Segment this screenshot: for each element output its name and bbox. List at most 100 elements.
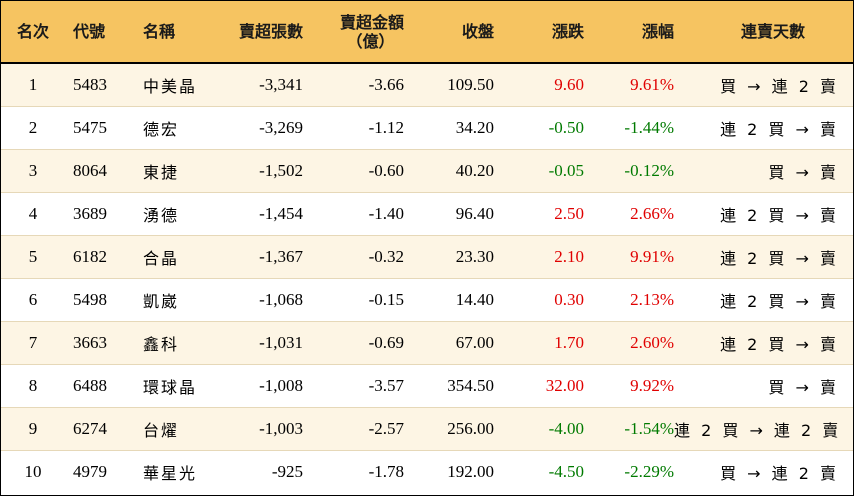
net-sell-amount-cell: -0.69 [303,320,404,364]
header-net-sell-amount-label: 賣超金額 [339,12,404,32]
name-cell: 華星光 [135,449,217,493]
table-row: 10 4979 華星光 -925 -1.78 192.00 -4.50 -2.29% 買 → 連… [1,449,853,493]
header-row: 名次 代號 名稱 賣超張數 賣超金額 （億） 收盤 漲跌 漲幅 連賣天數 [1,1,853,64]
change-pct-cell: -2.29% [584,449,674,493]
close-cell: 67.00 [404,320,494,364]
header-consecutive: 連賣天數 [674,1,853,64]
consecutive-days-cell: 連 2 買 → 賣 [674,234,853,278]
change-pct-cell: 9.91% [584,234,674,278]
change-cell: 2.50 [494,191,584,235]
rank-cell: 2 [1,105,65,149]
name-cell: 合晶 [135,234,217,278]
name-cell: 中美晶 [143,76,198,96]
net-sell-amount-cell: -1.40 [303,191,404,235]
change-cell: 2.10 [494,234,584,278]
header-net-sell-shares: 賣超張數 [217,1,303,64]
code-cell: 8064 [65,148,135,192]
code-cell: 5475 [65,105,135,149]
change-pct-cell: -1.44% [584,105,674,149]
change-pct-cell: 2.13% [584,277,674,321]
name-cell: 德宏 [135,105,217,149]
name-cell: 凱崴 [135,277,217,321]
change-cell: 1.70 [494,320,584,364]
change-cell: 32.00 [494,363,584,407]
code-cell: 6182 [65,234,135,278]
close-cell: 256.00 [404,406,494,450]
change-pct-cell: -0.12% [584,148,674,192]
consecutive-days-cell: 連 2 買 → 賣 [674,277,853,321]
rank-cell: 8 [1,363,65,407]
header-change-pct: 漲幅 [584,1,674,64]
net-sell-shares-cell: -1,008 [217,363,303,407]
header-net-sell-amount: 賣超金額 （億） [303,1,404,64]
change-cell: -4.50 [494,449,584,493]
net-sell-amount-cell: -3.57 [303,363,404,407]
close-cell: 23.30 [404,234,494,278]
net-sell-shares-cell: -3,341 [259,74,303,94]
table-row: 7 3663 鑫科 -1,031 -0.69 67.00 1.70 2.60% 連 2 買 → … [1,320,853,364]
net-sell-amount-cell: -2.57 [303,406,404,450]
header-net-sell-amount-unit: （億） [346,31,395,51]
consecutive-days-cell: 買 → 連 2 賣 [674,449,853,493]
consecutive-days-cell: 買 → 賣 [674,363,853,407]
code-cell: 4979 [65,449,135,493]
name-cell: 鑫科 [135,320,217,364]
change-pct-cell: 9.92% [584,363,674,407]
change-cell: -0.50 [494,105,584,149]
rank-cell: 6 [1,277,65,321]
code-cell: 3689 [65,191,135,235]
name-cell: 台燿 [135,406,217,450]
consecutive-days-cell: 買 → 賣 [674,148,853,192]
header-rank: 名次 [1,1,65,64]
net-sell-shares-cell: -1,068 [217,277,303,321]
table-row: 2 5475 德宏 -3,269 -1.12 34.20 -0.50 -1.44% 連 2 買 … [1,105,853,149]
close-cell: 34.20 [404,105,494,149]
table-body: 1 5483 中美晶 -3,341 -3.66 109.50 9.60 9.61% 買 → 連 … [1,63,853,493]
change-cell: 9.60 [554,74,584,94]
code-cell: 5483 [73,74,107,94]
table-row: 9 6274 台燿 -1,003 -2.57 256.00 -4.00 -1.54% 連 2 買… [1,406,853,450]
table-row: 4 3689 湧德 -1,454 -1.40 96.40 2.50 2.66% 連 2 買 → … [1,191,853,235]
close-cell: 40.20 [404,148,494,192]
code-cell: 5498 [65,277,135,321]
rank-cell: 4 [1,191,65,235]
net-sell-shares-cell: -925 [217,449,303,493]
net-sell-shares-cell: -3,269 [217,105,303,149]
table-row: 3 8064 東捷 -1,502 -0.60 40.20 -0.05 -0.12% 買 → 賣 [1,148,853,192]
close-cell: 96.40 [404,191,494,235]
name-cell: 湧德 [135,191,217,235]
change-pct-cell: 9.61% [630,74,674,94]
change-pct-cell: 2.66% [584,191,674,235]
header-change: 漲跌 [494,1,584,64]
close-cell: 192.00 [404,449,494,493]
net-sell-shares-cell: -1,031 [217,320,303,364]
consecutive-days-cell: 連 2 買 → 賣 [674,105,853,149]
rank-cell: 7 [1,320,65,364]
rank-cell: 1 [28,74,38,94]
close-cell: 354.50 [404,363,494,407]
net-sell-shares-cell: -1,367 [217,234,303,278]
table-row: 6 5498 凱崴 -1,068 -0.15 14.40 0.30 2.13% 連 2 買 → … [1,277,853,321]
net-sell-shares-cell: -1,454 [217,191,303,235]
net-sell-shares-cell: -1,003 [217,406,303,450]
table-row: 1 5483 中美晶 -3,341 -3.66 109.50 9.60 9.61% 買 → 連 … [1,63,853,106]
name-cell: 環球晶 [135,363,217,407]
header-code: 代號 [65,1,135,64]
change-pct-cell: -1.54% [584,406,674,450]
change-cell: -4.00 [494,406,584,450]
code-cell: 6488 [65,363,135,407]
rank-cell: 3 [1,148,65,192]
change-pct-cell: 2.60% [584,320,674,364]
net-sell-amount-cell: -0.15 [303,277,404,321]
table-row: 5 6182 合晶 -1,367 -0.32 23.30 2.10 9.91% 連 2 買 → … [1,234,853,278]
consecutive-days-cell: 連 2 買 → 連 2 賣 [674,406,853,450]
table-row: 8 6488 環球晶 -1,008 -3.57 354.50 32.00 9.92% 買 → 賣 [1,363,853,407]
code-cell: 3663 [65,320,135,364]
net-sell-amount-cell: -1.78 [303,449,404,493]
change-cell: 0.30 [494,277,584,321]
net-sell-amount-cell: -3.66 [368,74,404,94]
rank-cell: 9 [1,406,65,450]
net-sell-amount-cell: -0.32 [303,234,404,278]
code-cell: 6274 [65,406,135,450]
net-sell-amount-cell: -0.60 [303,148,404,192]
